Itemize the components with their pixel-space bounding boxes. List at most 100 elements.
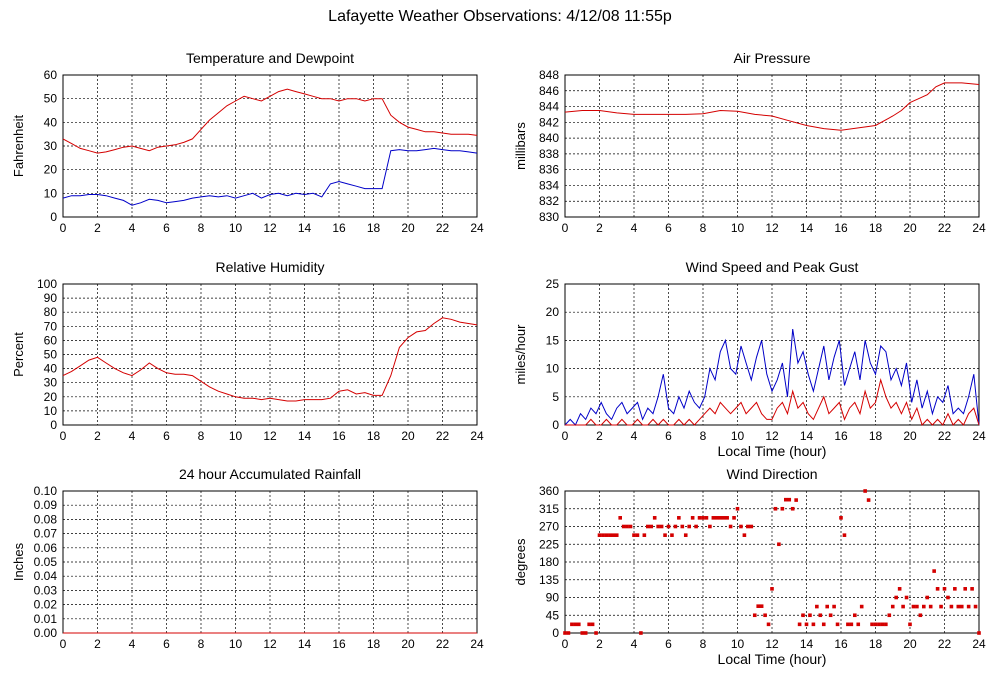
direction-point [683, 533, 688, 537]
y-tick-label: 0.08 [34, 512, 58, 526]
y-tick-label: 0 [50, 210, 57, 224]
direction-point [759, 604, 764, 608]
direction-point [811, 622, 816, 627]
y-axis-label: miles/hour [513, 324, 528, 385]
x-tick-label: 16 [834, 429, 848, 443]
x-tick-label: 0 [60, 429, 67, 443]
direction-point [863, 489, 867, 493]
y-axis-label: Fahrenheit [11, 115, 26, 178]
y-tick-label: 836 [539, 163, 559, 177]
y-tick-label: 10 [44, 404, 58, 418]
x-tick-label: 12 [263, 429, 277, 443]
direction-point [804, 622, 809, 627]
x-tick-label: 8 [700, 637, 707, 651]
direction-point [563, 631, 567, 635]
direction-point [873, 622, 878, 627]
series-line-red [564, 82, 980, 131]
direction-point [659, 524, 664, 529]
x-tick-label: 0 [562, 637, 569, 651]
direction-point [835, 622, 840, 627]
series-line-blue [62, 147, 478, 206]
x-tick-label: 22 [436, 637, 450, 651]
x-tick-label: 12 [765, 429, 779, 443]
x-tick-label: 8 [198, 221, 205, 235]
x-tick-label: 2 [94, 637, 101, 651]
direction-point [953, 587, 957, 591]
direction-point [925, 595, 930, 600]
direction-point [673, 524, 678, 529]
y-tick-label: 848 [539, 68, 559, 82]
direction-point [749, 524, 754, 529]
x-tick-label: 20 [401, 429, 415, 443]
x-axis-label: Local Time (hour) [718, 651, 827, 667]
direction-point [821, 622, 826, 627]
direction-point [625, 524, 629, 529]
y-tick-label: 30 [44, 139, 58, 153]
x-tick-label: 20 [401, 221, 415, 235]
direction-point [890, 604, 895, 609]
direction-point [959, 604, 964, 609]
x-tick-label: 16 [834, 221, 848, 235]
x-tick-label: 0 [562, 221, 569, 235]
x-axis-label: Local Time (hour) [718, 443, 827, 459]
direction-point [732, 516, 736, 520]
x-tick-label: 4 [129, 221, 136, 235]
x-tick-label: 24 [972, 221, 986, 235]
direction-point [887, 613, 892, 618]
direction-point [680, 524, 685, 529]
direction-point [846, 622, 850, 627]
page-title: Lafayette Weather Observations: 4/12/08 … [328, 8, 672, 25]
direction-point [939, 604, 943, 609]
y-tick-label: 832 [539, 194, 559, 208]
y-tick-label: 100 [37, 277, 57, 291]
direction-point [746, 524, 750, 529]
y-tick-label: 40 [44, 362, 58, 376]
direction-point [935, 587, 940, 591]
x-tick-label: 22 [436, 429, 450, 443]
series-line-red [62, 317, 478, 402]
y-axis-label: Percent [11, 332, 26, 377]
y-tick-label: 90 [44, 291, 58, 305]
direction-point [632, 533, 636, 537]
direction-point [866, 498, 871, 502]
x-tick-label: 2 [596, 637, 603, 651]
y-tick-label: 846 [539, 84, 559, 98]
y-tick-label: 20 [546, 305, 560, 319]
plot-frame [564, 74, 980, 218]
x-tick-label: 2 [94, 221, 101, 235]
x-tick-label: 18 [367, 429, 381, 443]
direction-point [697, 516, 702, 520]
direction-point [884, 622, 888, 627]
direction-point [966, 604, 971, 609]
x-tick-label: 10 [731, 429, 745, 443]
direction-point [652, 516, 657, 520]
x-tick-label: 4 [631, 637, 638, 651]
y-tick-label: 180 [539, 555, 559, 569]
x-tick-label: 10 [229, 221, 243, 235]
y-tick-label: 830 [539, 210, 559, 224]
direction-point [690, 516, 695, 520]
y-tick-label: 0 [552, 626, 559, 640]
x-tick-label: 8 [198, 429, 205, 443]
x-tick-label: 16 [332, 221, 346, 235]
x-tick-label: 10 [731, 637, 745, 651]
direction-point [604, 533, 609, 537]
y-tick-label: 834 [539, 178, 559, 192]
y-tick-label: 315 [539, 502, 559, 516]
x-tick-label: 24 [470, 637, 484, 651]
y-tick-label: 50 [44, 92, 58, 106]
direction-point [715, 516, 719, 520]
direction-point [942, 587, 947, 591]
direction-point [614, 533, 619, 537]
x-tick-label: 2 [94, 429, 101, 443]
direction-point [828, 613, 833, 618]
plot-frame [62, 74, 478, 218]
direction-point [583, 631, 588, 635]
y-tick-label: 25 [546, 277, 560, 291]
y-tick-label: 70 [44, 319, 58, 333]
direction-point [766, 622, 771, 627]
direction-point [787, 497, 792, 502]
direction-point [922, 604, 926, 609]
y-tick-label: 60 [44, 68, 58, 82]
